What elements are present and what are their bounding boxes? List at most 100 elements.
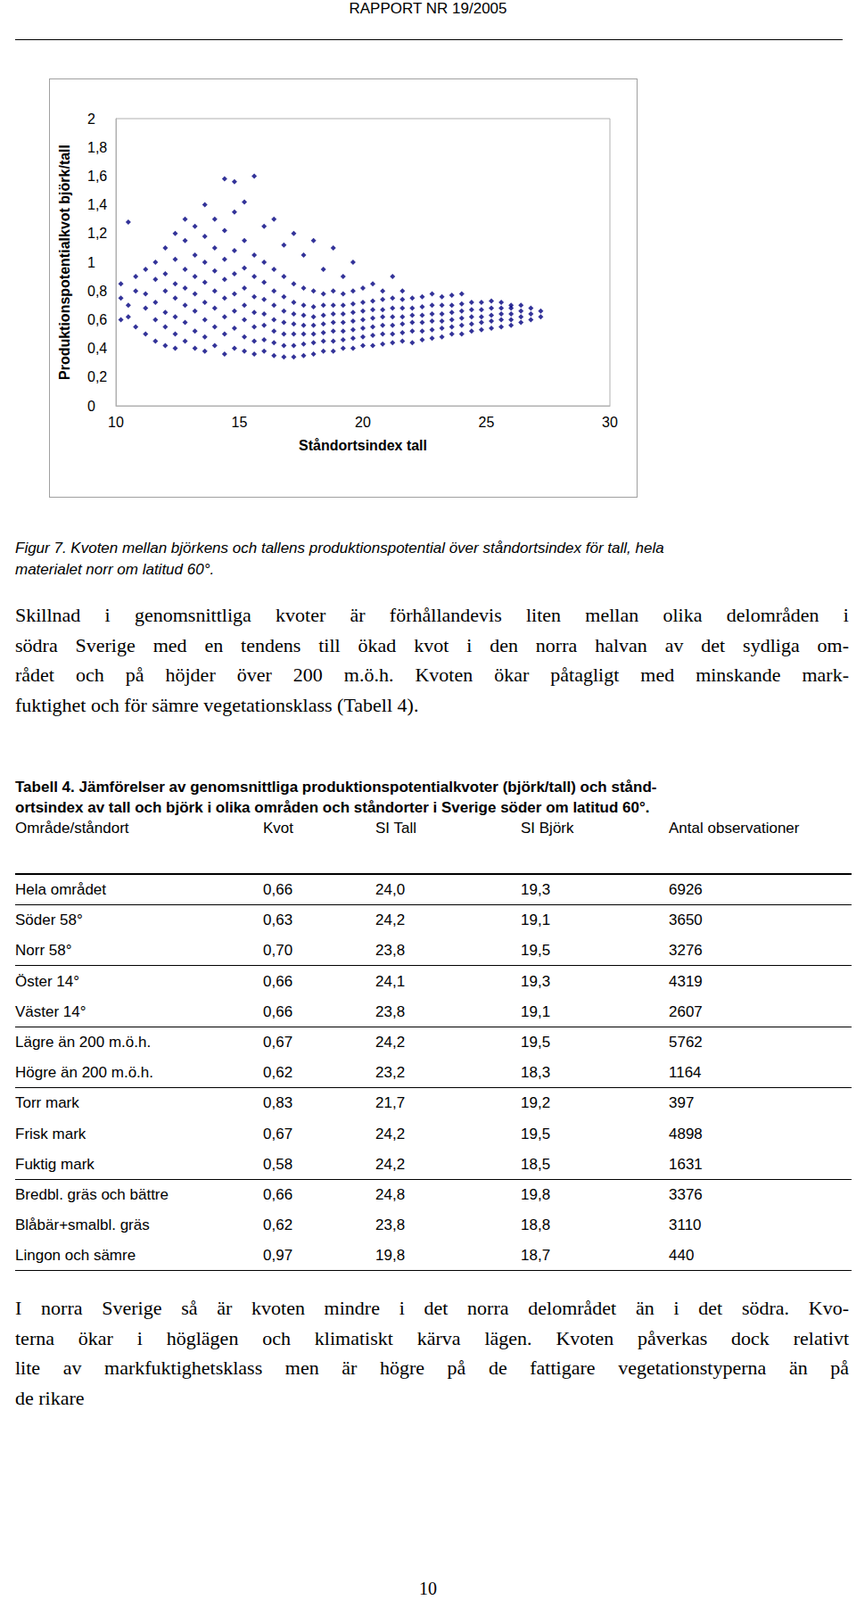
html-text:0,97: 0,97 bbox=[263, 1246, 293, 1264]
html-text:4319: 4319 bbox=[668, 972, 703, 990]
html-text:0,83: 0,83 bbox=[263, 1094, 293, 1112]
html-text:6926: 6926 bbox=[668, 880, 703, 898]
html-text:24,2: 24,2 bbox=[375, 1155, 405, 1173]
html-text:terna ökar i höglägen och klim: terna ökar i höglägen och klimatiskt kär… bbox=[15, 1326, 849, 1349]
html-text:Fuktig mark: Fuktig mark bbox=[15, 1155, 95, 1173]
html-text:materialet norr om latitud 60°: materialet norr om latitud 60°. bbox=[15, 560, 215, 578]
html-text:Tabell 4. Jämförelser av genom: Tabell 4. Jämförelser av genomsnittliga … bbox=[15, 778, 657, 796]
html-text:19,3: 19,3 bbox=[520, 880, 551, 898]
html-text:23,8: 23,8 bbox=[375, 941, 405, 959]
svg-text:30: 30 bbox=[601, 414, 618, 430]
svg-text:15: 15 bbox=[231, 414, 248, 430]
svg-text:0,2: 0,2 bbox=[87, 369, 107, 385]
svg-text:20: 20 bbox=[354, 414, 371, 430]
html-text:Högre än 200 m.ö.h.: Högre än 200 m.ö.h. bbox=[15, 1063, 154, 1081]
html-text:0,62: 0,62 bbox=[263, 1216, 293, 1234]
html-text:rådet och på höjder över 200 m: rådet och på höjder över 200 m.ö.h. Kvot… bbox=[15, 663, 849, 686]
html-text:0,67: 0,67 bbox=[263, 1124, 293, 1142]
svg-text:1,8: 1,8 bbox=[87, 139, 107, 156]
svg-text:0: 0 bbox=[87, 398, 96, 414]
svg-text:1,6: 1,6 bbox=[87, 168, 107, 184]
html-text:SI Björk: SI Björk bbox=[520, 819, 574, 837]
html-text:Hela området: Hela området bbox=[15, 880, 107, 898]
html-text:Antal observationer: Antal observationer bbox=[668, 819, 800, 837]
html-text:19,3: 19,3 bbox=[520, 972, 551, 990]
html-text:19,8: 19,8 bbox=[520, 1185, 551, 1203]
html-text:0,67: 0,67 bbox=[263, 1033, 293, 1051]
html-text:Område/ståndort: Område/ståndort bbox=[15, 819, 129, 837]
html-text:0,62: 0,62 bbox=[263, 1063, 293, 1081]
html-text:19,1: 19,1 bbox=[520, 911, 551, 929]
html-text:24,1: 24,1 bbox=[375, 972, 405, 990]
svg-text:1: 1 bbox=[87, 255, 96, 271]
svg-text:1,4: 1,4 bbox=[87, 197, 107, 213]
html-text:Torr mark: Torr mark bbox=[15, 1094, 80, 1112]
html-text:södra Sverige med en tendens t: södra Sverige med en tendens till ökad k… bbox=[15, 633, 849, 656]
html-text:Skillnad i genomsnittliga kvot: Skillnad i genomsnittliga kvoter är förh… bbox=[15, 603, 849, 626]
html-text:19,8: 19,8 bbox=[375, 1246, 405, 1264]
html-text:18,5: 18,5 bbox=[520, 1155, 551, 1173]
html-text:3650: 3650 bbox=[668, 911, 703, 929]
html-text:23,8: 23,8 bbox=[375, 1002, 405, 1020]
html-text:I norra Sverige så är kvoten m: I norra Sverige så är kvoten mindre i de… bbox=[15, 1296, 849, 1319]
html-text:Lingon och sämre: Lingon och sämre bbox=[15, 1246, 136, 1264]
html-text:0,66: 0,66 bbox=[263, 1185, 293, 1203]
html-text:397: 397 bbox=[668, 1094, 695, 1112]
html-text:Söder 58°: Söder 58° bbox=[15, 911, 83, 929]
html-text:19,2: 19,2 bbox=[520, 1094, 551, 1112]
svg-text:25: 25 bbox=[478, 414, 495, 430]
html-text:4898: 4898 bbox=[668, 1124, 703, 1142]
html-text:19,1: 19,1 bbox=[520, 1002, 551, 1020]
html-text:24,2: 24,2 bbox=[375, 1033, 405, 1051]
svg-text:0,8: 0,8 bbox=[87, 283, 107, 299]
svg-text:Ståndortsindex tall: Ståndortsindex tall bbox=[298, 437, 428, 453]
html-text:0,66: 0,66 bbox=[263, 1002, 293, 1020]
html-text:21,7: 21,7 bbox=[375, 1094, 405, 1112]
svg-text:Produktionspotentialkvot björk: Produktionspotentialkvot björk/tall bbox=[57, 144, 73, 380]
html-text:5762: 5762 bbox=[668, 1033, 703, 1051]
html-text:0,70: 0,70 bbox=[263, 941, 293, 959]
html-text:440: 440 bbox=[668, 1246, 695, 1264]
html-text:18,3: 18,3 bbox=[520, 1063, 551, 1081]
html-text:Lägre än 200 m.ö.h.: Lägre än 200 m.ö.h. bbox=[15, 1033, 151, 1051]
html-text:24,0: 24,0 bbox=[375, 880, 405, 898]
html-text:3376: 3376 bbox=[668, 1185, 703, 1203]
html-text:Frisk mark: Frisk mark bbox=[15, 1124, 86, 1142]
html-text:de rikare: de rikare bbox=[15, 1386, 85, 1409]
html-text:3276: 3276 bbox=[668, 941, 703, 959]
html-text:2607: 2607 bbox=[668, 1002, 703, 1020]
html-text:fuktighet och för sämre vegeta: fuktighet och för sämre vegetationsklass… bbox=[15, 693, 419, 716]
html-text:19,5: 19,5 bbox=[520, 1033, 551, 1051]
html-text:SI Tall: SI Tall bbox=[375, 819, 417, 837]
html-text:0,63: 0,63 bbox=[263, 911, 293, 929]
html-text:24,2: 24,2 bbox=[375, 911, 405, 929]
html-text:0,66: 0,66 bbox=[263, 880, 293, 898]
html-text:1164: 1164 bbox=[668, 1063, 702, 1081]
html-text:1631: 1631 bbox=[668, 1155, 703, 1173]
svg-text:1,2: 1,2 bbox=[87, 225, 107, 241]
html-text:19,5: 19,5 bbox=[520, 941, 551, 959]
html-text:23,2: 23,2 bbox=[375, 1063, 405, 1081]
svg-text:10: 10 bbox=[107, 414, 124, 430]
html-text:Kvot: Kvot bbox=[263, 819, 294, 837]
svg-text:2: 2 bbox=[87, 111, 96, 127]
html-text:Blåbär+smalbl. gräs: Blåbär+smalbl. gräs bbox=[15, 1216, 150, 1234]
html-text:18,8: 18,8 bbox=[520, 1216, 551, 1234]
html-text:lite av markfuktighetsklass me: lite av markfuktighetsklass men är högre… bbox=[15, 1356, 849, 1379]
html-text:23,8: 23,8 bbox=[375, 1216, 405, 1234]
html-text:Väster 14°: Väster 14° bbox=[15, 1002, 87, 1020]
html-text:0,66: 0,66 bbox=[263, 972, 293, 990]
html-text:3110: 3110 bbox=[668, 1216, 702, 1234]
html-text:18,7: 18,7 bbox=[520, 1246, 551, 1264]
html-text:Norr 58°: Norr 58° bbox=[15, 941, 72, 959]
html-text:0,58: 0,58 bbox=[263, 1155, 293, 1173]
html-text:Figur 7. Kvoten mellan björken: Figur 7. Kvoten mellan björkens och tall… bbox=[15, 539, 664, 557]
html-text:ortsindex av tall och björk i: ortsindex av tall och björk i olika områ… bbox=[15, 798, 650, 816]
html-text:Bredbl. gräs och bättre: Bredbl. gräs och bättre bbox=[15, 1185, 169, 1203]
svg-text:0,4: 0,4 bbox=[87, 340, 107, 356]
html-text:19,5: 19,5 bbox=[520, 1124, 551, 1142]
html-text:24,8: 24,8 bbox=[375, 1185, 405, 1203]
svg-text:0,6: 0,6 bbox=[87, 312, 107, 328]
html-text:Öster 14°: Öster 14° bbox=[15, 972, 80, 990]
html-text:24,2: 24,2 bbox=[375, 1124, 405, 1142]
